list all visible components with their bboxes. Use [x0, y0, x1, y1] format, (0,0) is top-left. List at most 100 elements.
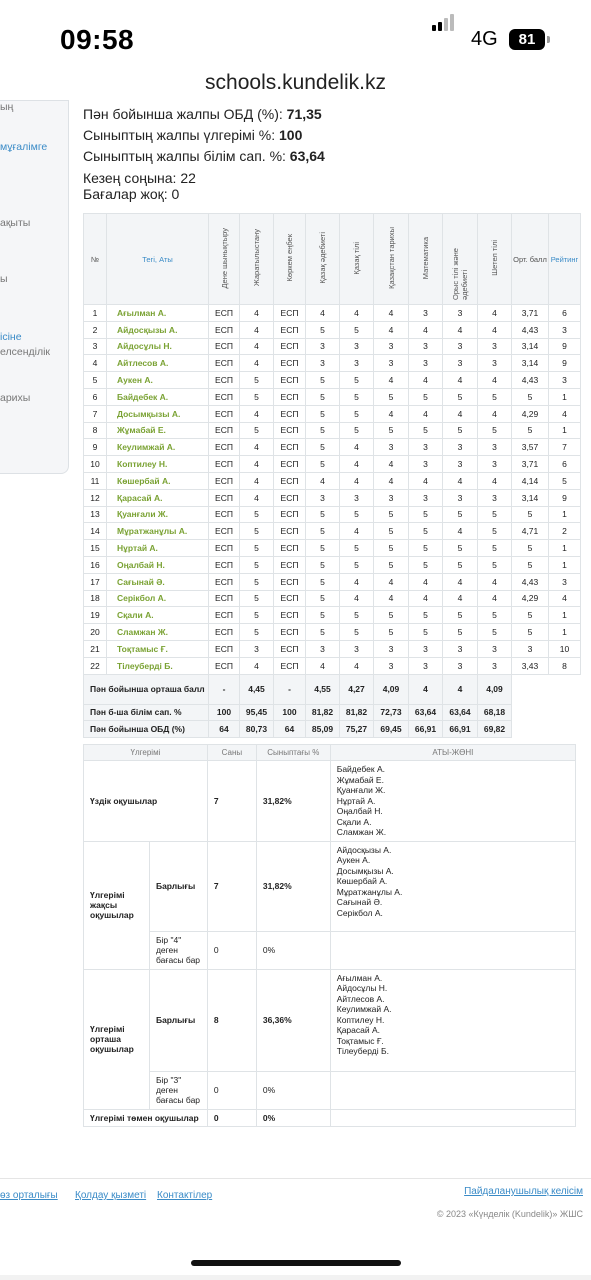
- sidebar-item[interactable]: ы: [0, 273, 8, 285]
- grade-cell: ЕСП: [208, 404, 240, 423]
- student-name-link[interactable]: Сламжан Ж.: [106, 623, 209, 641]
- student-name-link[interactable]: Қуанғали Ж.: [106, 505, 209, 524]
- grade-cell: 3: [239, 639, 274, 658]
- grade-cell: 6: [548, 304, 581, 322]
- grade-col-header[interactable]: Дене шынықтыру: [208, 213, 240, 305]
- student-name-link[interactable]: Айдосұлы Н.: [106, 337, 209, 356]
- summary-cell: 4,45: [239, 673, 274, 705]
- grade-cell: ЕСП: [273, 539, 306, 557]
- grade-cell: 5: [442, 623, 478, 641]
- student-name-link[interactable]: Мұратжанұлы А.: [106, 522, 209, 541]
- url-bar[interactable]: schools.kundelik.kz: [205, 71, 386, 94]
- grade-col-header[interactable]: Қазақ тілі: [339, 213, 374, 305]
- sidebar-item[interactable]: ісіне: [0, 331, 22, 343]
- grade-cell: 5: [477, 505, 512, 524]
- good-one-label: Бір "4" деген бағасы бар: [148, 930, 208, 970]
- grade-cell: 5: [239, 371, 274, 389]
- grade-col-header-label: Орыс тілі және әдебиеті: [451, 248, 469, 300]
- student-name-link[interactable]: Жұмабай Е.: [106, 421, 209, 440]
- grade-cell: 4: [339, 656, 374, 675]
- grade-cell: 3: [548, 320, 581, 339]
- student-name-link[interactable]: Байдебек А.: [106, 387, 209, 406]
- student-name-link[interactable]: Тоқтамыс Ғ.: [106, 639, 209, 658]
- grade-cell: 5: [373, 387, 409, 406]
- grade-col-header[interactable]: №: [83, 213, 107, 305]
- student-name-link[interactable]: Оңалбай Н.: [106, 555, 209, 574]
- sidebar-item[interactable]: арихы: [0, 392, 31, 404]
- good-one-percent: 0%: [255, 930, 331, 970]
- grade-cell: ЕСП: [273, 471, 306, 490]
- table-row: 9 Кеулимжай А. ЕСП 4 ЕСП 5 4 3 3 3 3 3,57 7: [83, 438, 581, 457]
- student-name-link[interactable]: Аукен А.: [106, 371, 209, 389]
- grade-cell: 3: [373, 488, 409, 507]
- grade-col-header[interactable]: Шетел тілі: [477, 213, 512, 305]
- good-all-count: 7: [206, 840, 257, 932]
- grade-cell: 4,14: [511, 471, 549, 490]
- grade-col-header[interactable]: Көркем еңбек: [273, 213, 306, 305]
- student-name-link[interactable]: Кеулимжай А.: [106, 438, 209, 457]
- summary-cell: 100: [273, 703, 306, 722]
- grade-cell: 5: [408, 623, 443, 641]
- grade-cell: 15: [83, 539, 107, 557]
- footer-link-contacts[interactable]: Контактілер: [157, 1190, 213, 1201]
- grade-cell: 2: [548, 522, 581, 541]
- student-name-link[interactable]: Айдосқызы А.: [106, 320, 209, 339]
- col-percent: Сыныптағы %: [255, 744, 331, 761]
- student-name-link[interactable]: Сағынай Ә.: [106, 572, 209, 591]
- student-name-link[interactable]: Айтлесов А.: [106, 354, 209, 373]
- grade-cell: 5: [239, 572, 274, 591]
- student-name-link[interactable]: Нұртай А.: [106, 539, 209, 557]
- grade-cell: 4: [477, 404, 512, 423]
- grade-cell: ЕСП: [273, 589, 306, 608]
- grade-col-header[interactable]: Орыс тілі және әдебиеті: [442, 213, 478, 305]
- grade-cell: 3: [408, 337, 443, 356]
- student-name-link[interactable]: Серікбол А.: [106, 589, 209, 608]
- sidebar-item[interactable]: мұғалімге: [0, 141, 48, 153]
- table-row: 13 Қуанғали Ж. ЕСП 5 ЕСП 5 5 5 5 5 5 5 1: [83, 505, 581, 524]
- grade-cell: 3: [373, 354, 409, 373]
- footer-link-center[interactable]: өз орталығы: [0, 1190, 58, 1201]
- footer-link-agreement[interactable]: Пайдаланушылық келісім: [464, 1186, 583, 1197]
- grade-cell: ЕСП: [208, 522, 240, 541]
- grade-col-header[interactable]: Орт. балл: [511, 213, 549, 305]
- footer-link-support[interactable]: Қолдау қызметі: [75, 1190, 147, 1201]
- grade-cell: 5: [477, 522, 512, 541]
- grade-col-header[interactable]: Жаратылыстану: [239, 213, 274, 305]
- student-name-link[interactable]: Сқали А.: [106, 606, 209, 625]
- student-name: Ағылман А.: [336, 972, 383, 983]
- grade-cell: 5: [373, 505, 409, 524]
- grade-cell: 5: [442, 555, 478, 574]
- grade-col-header[interactable]: Математика: [408, 213, 443, 305]
- grade-col-header[interactable]: Қазақстан тарихы: [373, 213, 409, 305]
- student-name: Сқали А.: [336, 816, 372, 827]
- grade-cell: 2: [83, 320, 107, 339]
- grade-col-header[interactable]: Рейтинг: [548, 213, 581, 305]
- grade-cell: 4: [442, 471, 478, 490]
- student-name-link[interactable]: Қарасай А.: [106, 488, 209, 507]
- grade-cell: 4: [408, 471, 443, 490]
- sidebar-item[interactable]: елсенділік: [0, 346, 51, 358]
- summary-cell: 68,18: [477, 703, 512, 722]
- grade-col-header[interactable]: Қазақ әдебиеті: [305, 213, 340, 305]
- average-one-count: 0: [206, 1070, 257, 1110]
- grade-cell: 5: [373, 606, 409, 625]
- grade-cell: 4: [442, 371, 478, 389]
- student-name-link[interactable]: Коптилеу Н.: [106, 455, 209, 473]
- student-name-link[interactable]: Досымқызы А.: [106, 404, 209, 423]
- student-name-link[interactable]: Көшербай А.: [106, 471, 209, 490]
- grade-col-header[interactable]: Тегі, Аты: [106, 213, 209, 305]
- good-one-names: [329, 930, 577, 970]
- grade-cell: 19: [83, 606, 107, 625]
- sidebar-item[interactable]: ақыты: [0, 217, 31, 229]
- student-name: Қарасай А.: [336, 1025, 381, 1035]
- average-all-percent: 36,36%: [255, 968, 331, 1072]
- summary-cell: 63,64: [408, 703, 443, 722]
- home-indicator[interactable]: [191, 1260, 401, 1266]
- student-name-link[interactable]: Тілеуберді Б.: [106, 656, 209, 675]
- student-name-link[interactable]: Ағылман А.: [106, 304, 209, 322]
- grade-cell: 4: [477, 304, 512, 322]
- grade-cell: 4: [408, 371, 443, 389]
- grade-cell: 4: [442, 589, 478, 608]
- table-row: 5 Аукен А. ЕСП 5 ЕСП 5 5 4 4 4 4 4,43 3: [83, 371, 581, 389]
- sidebar-item[interactable]: ың: [0, 101, 14, 113]
